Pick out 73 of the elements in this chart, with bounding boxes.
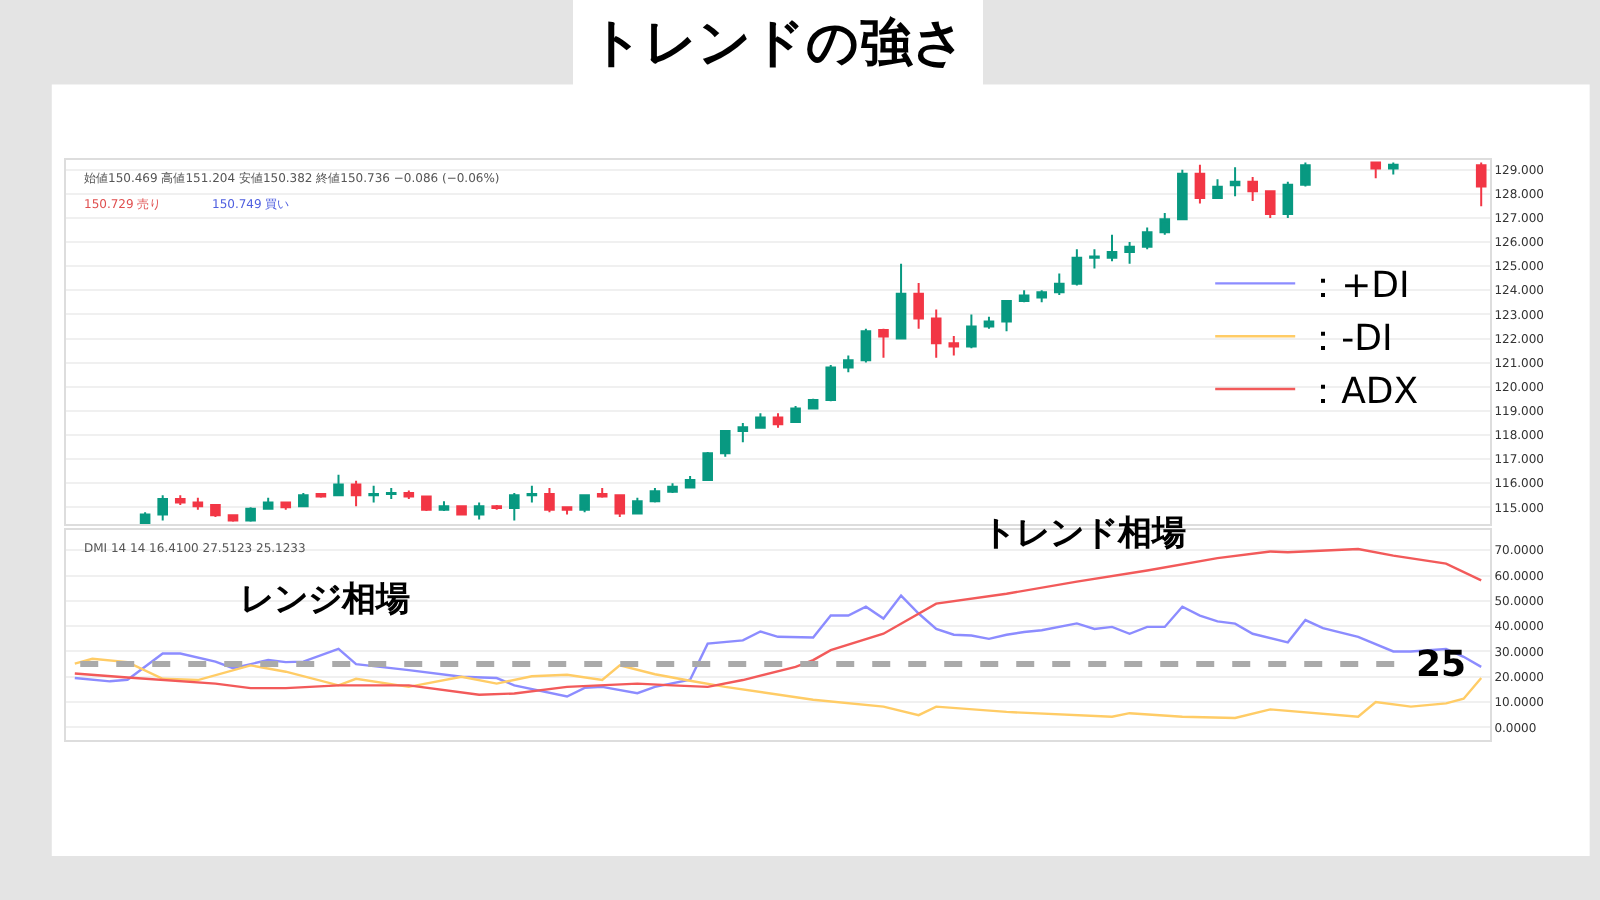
candlestick — [1018, 289, 1030, 304]
chart-title: トレンドの強さ — [590, 14, 966, 74]
candlestick — [1388, 161, 1399, 176]
candlestick — [421, 495, 432, 512]
candlestick — [368, 484, 379, 504]
candlestick — [632, 496, 643, 516]
legend-label: ：-DI — [1305, 318, 1393, 361]
candlestick — [508, 491, 520, 522]
candlestick — [1141, 226, 1153, 251]
candlestick — [1106, 233, 1118, 263]
candlestick — [262, 496, 274, 511]
annotation: トレンド相場 — [982, 514, 1186, 554]
ref-line-label: 25 — [1416, 644, 1467, 686]
candlestick — [649, 487, 661, 504]
candlestick — [544, 487, 555, 514]
candlestick — [966, 313, 977, 350]
candlestick — [702, 450, 713, 482]
candlestick — [210, 503, 221, 518]
legend-label: ：ADX — [1305, 371, 1419, 414]
candlestick — [245, 506, 256, 523]
candlestick — [878, 327, 889, 359]
candlestick — [895, 262, 907, 340]
candlestick — [350, 479, 362, 508]
candlestick — [1370, 161, 1382, 180]
candlestick — [1001, 298, 1012, 333]
candlestick — [1177, 168, 1188, 222]
candlestick — [526, 484, 538, 504]
candlestick — [1300, 161, 1311, 188]
candlestick — [1089, 248, 1100, 270]
candlestick — [561, 506, 573, 516]
candlestick — [930, 308, 942, 359]
candlestick — [438, 500, 450, 512]
legend-label: ：+DI — [1305, 265, 1410, 308]
candlestick — [684, 475, 696, 490]
candlestick — [1124, 241, 1135, 265]
candlestick — [1071, 248, 1083, 287]
candlestick — [772, 412, 784, 429]
candlestick — [1264, 190, 1276, 219]
candlestick — [315, 491, 327, 499]
candlestick — [1194, 163, 1206, 205]
candlestick — [403, 489, 415, 500]
candlestick — [385, 487, 397, 500]
candlestick — [860, 327, 872, 364]
candlestick — [1475, 161, 1487, 208]
candlestick — [737, 421, 749, 444]
candlestick — [913, 282, 924, 330]
candlestick — [227, 513, 239, 523]
candlestick — [755, 412, 766, 429]
annotation: レンジ相場 — [240, 580, 410, 620]
candlestick — [667, 482, 678, 494]
candlestick — [1159, 212, 1171, 236]
candlestick — [1053, 272, 1065, 297]
candlestick — [825, 364, 837, 403]
candlestick — [491, 503, 503, 511]
candlestick — [1036, 289, 1048, 304]
candlestick — [948, 335, 960, 357]
line-series — [73, 547, 1483, 696]
candlestick — [790, 405, 801, 424]
candlestick — [579, 494, 590, 514]
candlestick — [614, 494, 626, 518]
candlestick — [473, 501, 485, 521]
candlestick — [157, 494, 168, 522]
candlestick — [596, 487, 608, 499]
candlestick — [1247, 175, 1258, 202]
candlestick — [1282, 180, 1294, 219]
candlestick — [333, 473, 344, 497]
candlestick — [1229, 166, 1241, 198]
candlestick — [298, 491, 309, 508]
candlestick — [843, 354, 854, 374]
candlestick — [174, 494, 186, 506]
candlestick — [719, 429, 731, 458]
candlestick — [456, 505, 467, 516]
candlestick — [1212, 178, 1223, 200]
